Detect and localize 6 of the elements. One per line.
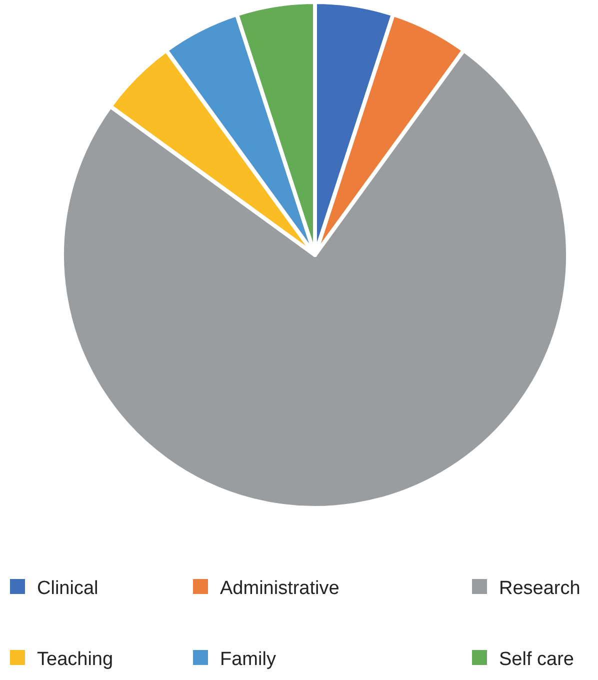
legend-label: Clinical bbox=[37, 578, 98, 599]
legend-label: Self care bbox=[499, 649, 574, 670]
legend-label: Administrative bbox=[220, 578, 340, 599]
legend-label: Teaching bbox=[37, 649, 114, 670]
legend-label: Research bbox=[499, 578, 580, 599]
legend-label: Family bbox=[220, 649, 276, 670]
